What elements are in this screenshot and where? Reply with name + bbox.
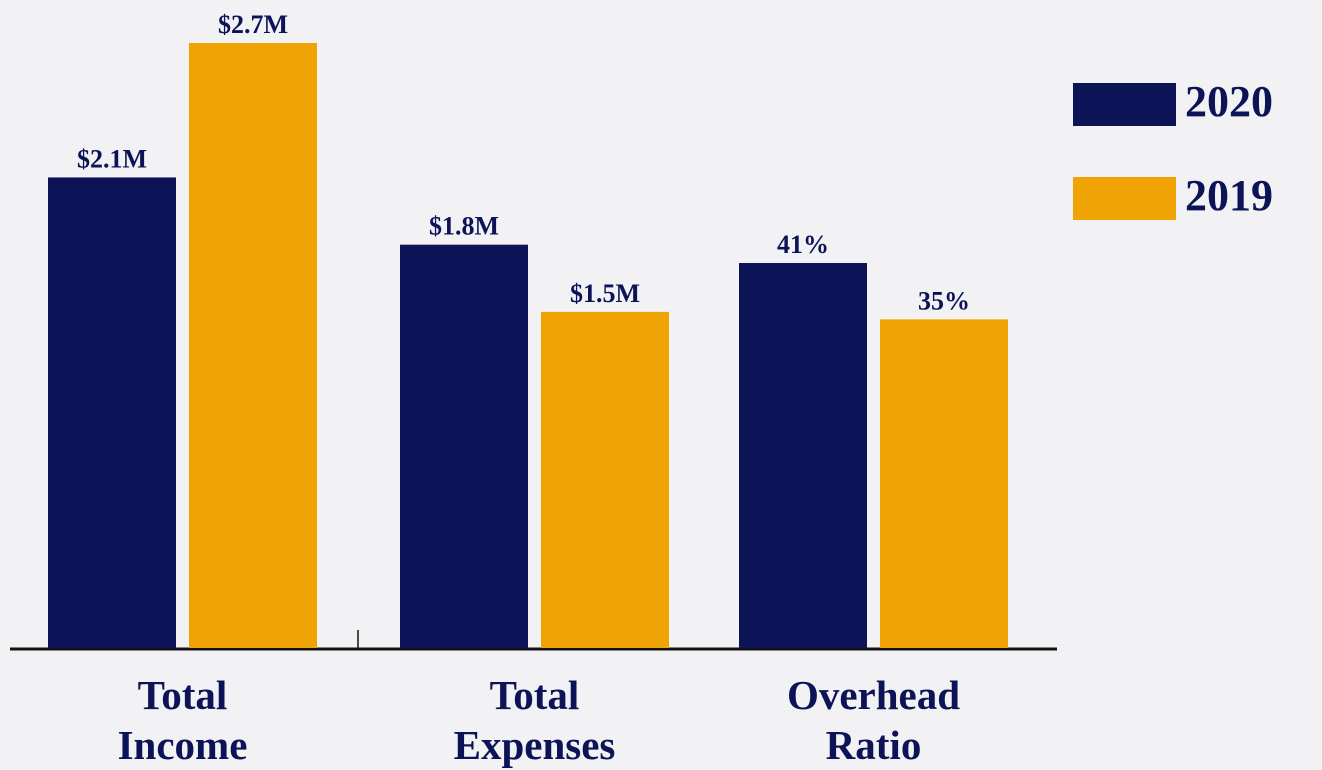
bar — [48, 177, 176, 648]
bar — [739, 263, 867, 648]
value-label: $1.5M — [570, 279, 640, 308]
legend-swatch — [1073, 83, 1176, 126]
bar — [189, 43, 317, 648]
legend-label: 2019 — [1185, 171, 1273, 220]
bar — [880, 319, 1008, 648]
bar — [400, 244, 528, 648]
value-label: $2.7M — [218, 10, 288, 39]
value-label: $1.8M — [429, 212, 499, 241]
legend-label: 2020 — [1185, 77, 1273, 126]
category-label: Total Expenses — [453, 672, 616, 768]
category-label: Overhead Ratio — [786, 672, 961, 768]
value-label: 35% — [918, 286, 970, 315]
value-label: 41% — [777, 230, 829, 259]
value-label: $2.1M — [77, 144, 147, 173]
bar — [541, 311, 669, 648]
legend-swatch — [1073, 177, 1176, 220]
category-label: Total Income — [117, 672, 248, 768]
